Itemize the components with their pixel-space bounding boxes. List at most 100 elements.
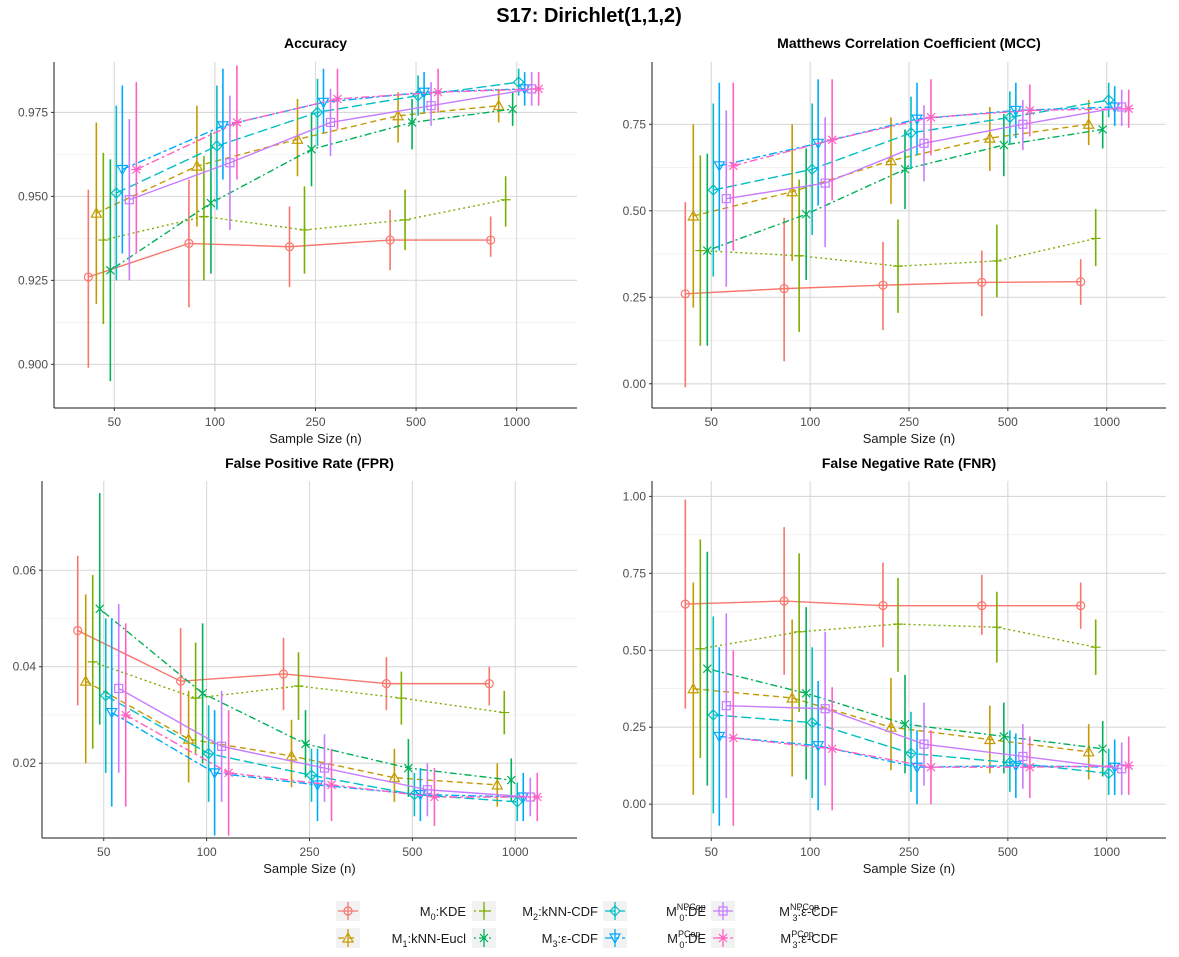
series-line (685, 600, 1081, 607)
data-point (977, 277, 987, 288)
series-M3P (728, 650, 1134, 826)
series-line (111, 711, 524, 798)
data-point (926, 112, 936, 122)
data-point (779, 284, 789, 294)
data-point (1076, 601, 1086, 611)
data-point (184, 238, 194, 248)
data-point (1018, 119, 1028, 129)
data-point (73, 625, 83, 636)
chart-panel: Accuracy 0.900 0.925 0.950 0.975 50 100 250 500 1… (18, 35, 577, 446)
data-point (713, 731, 726, 743)
legend-item-M3NP: MNPCop 3:ε-CDF (711, 901, 838, 923)
chart-panel: Matthews Correlation Coefficient (MCC) 0.… (623, 35, 1166, 446)
series-M3NP (721, 613, 1127, 798)
legend-marker (718, 906, 728, 916)
data-point (95, 604, 105, 614)
data-point (991, 622, 1002, 633)
data-point (429, 792, 440, 802)
x-tick-label: 250 (305, 415, 325, 429)
chart-panel: False Positive Rate (FPR) 0.02 0.04 0.06 50 1… (13, 455, 577, 876)
data-point (198, 688, 208, 698)
legend-marker (609, 905, 621, 917)
data-point (884, 720, 898, 732)
data-point (305, 769, 318, 782)
data-point (999, 140, 1009, 150)
data-point (1009, 761, 1022, 772)
data-point (893, 261, 903, 272)
data-point (827, 135, 838, 145)
series-M2kNN (98, 152, 511, 325)
series-line (713, 714, 1109, 775)
data-point (721, 194, 731, 204)
series-line (726, 704, 1122, 770)
series-M3P (120, 623, 543, 836)
legend-marker (479, 906, 489, 916)
data-point (332, 94, 343, 104)
data-point (786, 185, 799, 197)
data-point (418, 87, 431, 99)
data-point (827, 744, 838, 754)
legend-label: MPCop 0:DE (667, 929, 706, 950)
series-M0KDE (680, 202, 1086, 388)
x-tick-label: 500 (406, 415, 426, 429)
series-line (129, 88, 532, 201)
data-point (983, 733, 996, 745)
data-point (1102, 767, 1115, 780)
data-point (202, 747, 215, 760)
data-point (491, 778, 504, 790)
series-line (719, 735, 1115, 768)
series-line (105, 695, 518, 803)
x-tick-label: 100 (800, 415, 820, 429)
x-tick-label: 100 (800, 845, 820, 859)
data-point (687, 682, 700, 694)
data-point (794, 626, 805, 637)
data-point (1102, 94, 1115, 106)
series-M1kNN (90, 88, 505, 304)
x-tick-label: 250 (899, 845, 919, 859)
data-point (231, 118, 242, 127)
legend-label: MNPCop 0:DE (666, 902, 706, 923)
series-M3NP (114, 604, 535, 817)
data-point (422, 785, 432, 795)
data-point (680, 599, 690, 609)
x-axis-label: Sample Size (n) (863, 431, 955, 446)
data-point (786, 691, 799, 703)
legend-item-M0KDE: M0:KDE (336, 901, 466, 922)
data-point (83, 272, 93, 282)
series-line (136, 88, 539, 171)
x-tick-label: 500 (998, 415, 1018, 429)
data-point (190, 693, 201, 704)
y-tick-label: 0.04 (13, 660, 37, 674)
series-M2kNN (695, 539, 1101, 758)
series-M3P (131, 65, 544, 254)
series-M3eps (702, 110, 1108, 346)
data-point (317, 97, 330, 109)
data-point (299, 224, 310, 235)
x-tick-label: 50 (97, 845, 111, 859)
series-M0P (713, 79, 1121, 251)
legend-label: M1:kNN-Eucl (392, 931, 466, 949)
data-point (110, 187, 123, 199)
series-line (700, 237, 1096, 267)
series-line (118, 687, 531, 798)
series-M1kNN (687, 100, 1095, 308)
legend-item-M3P: MPCop 3:ε-CDF (711, 928, 838, 950)
data-point (900, 719, 910, 729)
series-M0P (116, 68, 531, 254)
data-point (820, 704, 830, 714)
data-point (878, 601, 888, 611)
data-point (319, 763, 330, 773)
data-point (812, 741, 825, 752)
series-line (707, 128, 1103, 252)
legend-marker (718, 933, 728, 943)
x-tick-label: 1000 (1093, 845, 1120, 859)
series-M0KDE (83, 179, 496, 368)
series-M0NP (99, 618, 524, 822)
data-point (492, 99, 505, 111)
data-point (905, 127, 917, 139)
series-line (726, 106, 1122, 200)
series-line (713, 99, 1109, 191)
legend-label: M2:kNN-CDF (522, 904, 598, 922)
legend-label: MNPCop 3:ε-CDF (779, 902, 838, 923)
data-point (779, 596, 789, 606)
